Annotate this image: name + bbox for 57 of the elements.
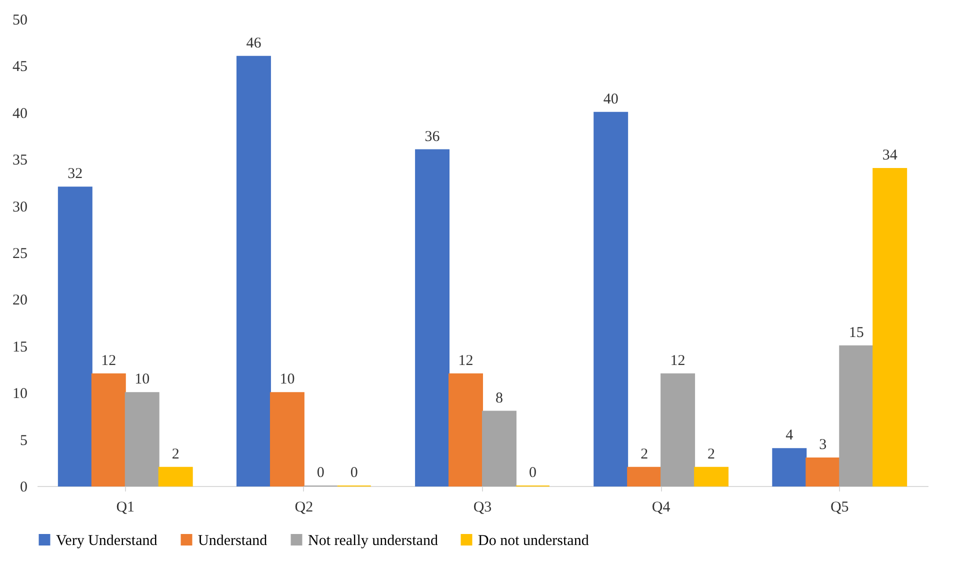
data-label: 0 bbox=[316, 465, 324, 481]
x-tick-label: Q2 bbox=[294, 500, 314, 516]
data-label: 2 bbox=[172, 446, 180, 462]
y-tick-label: 20 bbox=[12, 292, 28, 309]
bar bbox=[448, 373, 483, 486]
data-label: 4 bbox=[786, 428, 794, 444]
x-tick-label: Q1 bbox=[116, 500, 135, 516]
y-tick-label: 45 bbox=[12, 59, 28, 76]
y-tick-label: 35 bbox=[12, 152, 28, 169]
bar bbox=[270, 392, 304, 486]
y-tick-label: 25 bbox=[12, 246, 28, 262]
data-label: 3 bbox=[819, 436, 827, 453]
bar bbox=[594, 112, 628, 486]
y-tick-label: 30 bbox=[12, 199, 28, 216]
y-tick-label: 40 bbox=[12, 106, 28, 122]
legend-label: Not really understand bbox=[308, 532, 438, 549]
data-label: 0 bbox=[528, 465, 536, 481]
legend-label: Very Understand bbox=[56, 532, 158, 549]
bar bbox=[872, 168, 908, 486]
legend-label: Understand bbox=[198, 532, 268, 549]
x-tick-label: Q3 bbox=[473, 500, 492, 516]
data-label: 2 bbox=[708, 446, 716, 462]
bar bbox=[839, 345, 874, 486]
bar bbox=[806, 457, 840, 486]
y-tick-label: 10 bbox=[12, 386, 28, 402]
data-label: 15 bbox=[848, 324, 864, 341]
x-tick-label: Q4 bbox=[652, 500, 671, 516]
bar bbox=[58, 186, 92, 486]
data-label: 46 bbox=[246, 35, 262, 52]
bar bbox=[694, 466, 729, 486]
data-label: 2 bbox=[640, 446, 648, 462]
y-tick-label: 5 bbox=[20, 432, 28, 449]
bar bbox=[124, 392, 160, 486]
data-label: 8 bbox=[495, 390, 503, 406]
bar bbox=[627, 466, 662, 486]
y-tick-label: 0 bbox=[20, 480, 28, 496]
data-label: 34 bbox=[882, 147, 898, 164]
bar bbox=[660, 373, 696, 486]
data-label: 32 bbox=[68, 166, 83, 182]
bar bbox=[158, 466, 193, 486]
data-label: 10 bbox=[280, 372, 295, 388]
data-label: 40 bbox=[603, 91, 618, 108]
bar bbox=[91, 373, 126, 486]
bar bbox=[482, 410, 516, 486]
data-label: 0 bbox=[350, 465, 358, 481]
bar bbox=[415, 149, 450, 486]
data-label: 12 bbox=[101, 352, 116, 369]
data-label: 36 bbox=[424, 128, 440, 145]
data-label: 12 bbox=[458, 352, 474, 369]
data-label: 10 bbox=[134, 372, 150, 388]
x-tick-label: Q5 bbox=[830, 500, 849, 516]
data-label: 12 bbox=[670, 352, 686, 369]
legend-label: Do not understand bbox=[478, 532, 590, 549]
bar bbox=[772, 448, 807, 486]
y-tick-label: 50 bbox=[12, 12, 28, 28]
bar bbox=[236, 56, 271, 486]
y-tick-label: 15 bbox=[12, 339, 28, 356]
